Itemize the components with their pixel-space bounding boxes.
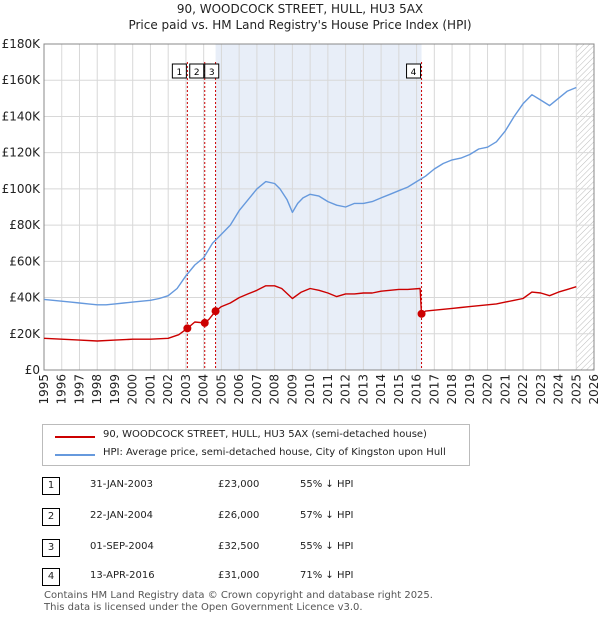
transaction-label-number: 1: [176, 68, 182, 78]
transaction-number: 3: [42, 539, 60, 557]
transaction-date: 13-APR-2016: [90, 570, 155, 581]
series-line-hpi: [43, 86, 577, 306]
x-tick-label: 2015: [392, 374, 406, 405]
y-tick-label: £40K: [9, 291, 41, 305]
x-tick-label: 2003: [179, 374, 193, 405]
transaction-hpi-diff: 71% ↓ HPI: [300, 570, 354, 581]
chart-subtitle: Price paid vs. HM Land Registry's House …: [128, 18, 472, 32]
x-tick-label: 2004: [197, 374, 211, 405]
x-tick-label: 2018: [445, 374, 459, 405]
x-tick-label: 1996: [55, 374, 69, 405]
legend-swatch-blue: [55, 454, 95, 456]
x-tick-label: 2014: [374, 374, 388, 405]
x-tick-label: 2005: [214, 374, 228, 405]
x-tick-label: 1999: [108, 374, 122, 405]
transaction-price: £26,000: [218, 510, 260, 521]
plot-border: [43, 43, 595, 371]
y-tick-label: £160K: [2, 73, 42, 87]
legend: 90, WOODCOCK STREET, HULL, HU3 5AX (semi…: [42, 424, 470, 466]
shaded-period: [215, 44, 422, 370]
x-tick-label: 2008: [268, 374, 282, 405]
transaction-date: 01-SEP-2004: [90, 541, 154, 552]
transaction-date: 22-JAN-2004: [90, 510, 154, 521]
x-tick-label: 1997: [72, 374, 86, 405]
transaction-number: 4: [42, 568, 60, 586]
footer-copyright: Contains HM Land Registry data © Crown c…: [44, 590, 433, 601]
x-tick-label: 2022: [516, 374, 530, 405]
x-tick-label: 2002: [161, 374, 175, 405]
transaction-label-number: 4: [411, 68, 417, 78]
x-tick-label: 2024: [552, 374, 566, 405]
forecast-hatch: [576, 44, 594, 370]
x-tick-label: 2021: [498, 374, 512, 405]
transaction-point: [200, 318, 209, 327]
x-tick-label: 2017: [427, 374, 441, 405]
y-tick-label: £180K: [2, 37, 42, 51]
x-tick-label: 2012: [339, 374, 353, 405]
transaction-hpi-diff: 57% ↓ HPI: [300, 510, 354, 521]
y-tick-label: £80K: [9, 218, 41, 232]
transaction-hpi-diff: 55% ↓ HPI: [300, 479, 354, 490]
transaction-number: 1: [42, 477, 60, 495]
x-tick-label: 2019: [463, 374, 477, 405]
price-chart: £0 £20K £40K £60K £80K £100K £120K £140K £160K £1…: [2, 37, 600, 405]
transaction-point: [183, 324, 192, 333]
x-tick-label: 1998: [90, 374, 104, 405]
legend-label-blue: HPI: Average price, semi-detached house,…: [103, 447, 446, 458]
transaction-point: [211, 307, 220, 316]
x-tick-label: 2011: [321, 374, 335, 405]
transaction-label-box: [406, 63, 422, 79]
transaction-point: [417, 309, 426, 318]
y-tick-label: £0: [25, 363, 40, 377]
y-tick-label: £140K: [2, 109, 42, 123]
x-tick-label: 2020: [481, 374, 495, 405]
x-tick-label: 2000: [126, 374, 140, 405]
transaction-label-number: 3: [209, 68, 215, 78]
y-tick-label: £60K: [9, 254, 41, 268]
transaction-price: £23,000: [218, 479, 260, 490]
x-tick-label: 2013: [356, 374, 370, 405]
x-tick-label: 2023: [534, 374, 548, 405]
footer-licence: This data is licensed under the Open Gov…: [44, 602, 363, 613]
transaction-label-box: [189, 63, 205, 79]
transaction-price: £32,500: [218, 541, 260, 552]
x-tick-label: 2006: [232, 374, 246, 405]
transaction-price: £31,000: [218, 570, 260, 581]
transaction-label-number: 2: [194, 68, 200, 78]
transaction-label-box: [204, 63, 220, 79]
x-tick-label: 2025: [569, 374, 583, 405]
transaction-number: 2: [42, 508, 60, 526]
chart-title: 90, WOODCOCK STREET, HULL, HU3 5AX: [176, 2, 424, 16]
footer: Contains HM Land Registry data © Crown c…: [44, 590, 433, 614]
legend-swatch-red: [55, 436, 95, 438]
legend-label-red: 90, WOODCOCK STREET, HULL, HU3 5AX (semi…: [103, 429, 427, 440]
x-tick-label: 2007: [250, 374, 264, 405]
y-tick-label: £20K: [9, 327, 41, 341]
x-tick-label: 2010: [303, 374, 317, 405]
x-tick-label: 2009: [285, 374, 299, 405]
x-tick-label: 2016: [410, 374, 424, 405]
y-tick-label: £100K: [2, 182, 42, 196]
transaction-date: 31-JAN-2003: [90, 479, 154, 490]
transaction-hpi-diff: 55% ↓ HPI: [300, 541, 354, 552]
x-tick-label: 1995: [37, 374, 51, 405]
y-tick-label: £120K: [2, 146, 42, 160]
x-tick-label: 2001: [143, 374, 157, 405]
transaction-label-box: [171, 63, 187, 79]
x-tick-label: 2026: [587, 374, 600, 405]
